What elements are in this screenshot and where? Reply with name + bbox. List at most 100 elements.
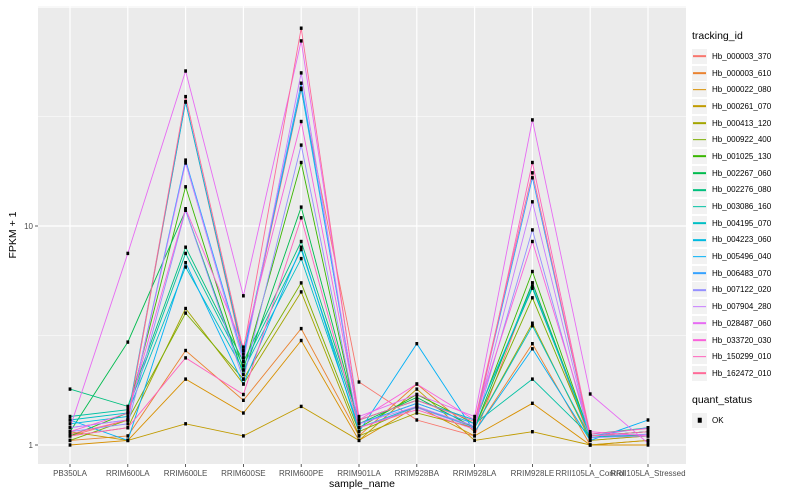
data-point — [184, 251, 187, 256]
data-point — [531, 430, 534, 434]
legend-item: Hb_002267_060 — [692, 165, 798, 182]
data-point — [126, 422, 130, 426]
data-point — [242, 345, 245, 349]
legend-item-label: Hb_002267_060 — [712, 168, 772, 178]
data-point — [588, 392, 592, 396]
data-point — [646, 418, 650, 422]
legend-item-label: OK — [712, 415, 724, 425]
data-point — [68, 422, 72, 426]
data-point — [357, 414, 361, 419]
point-marker-icon — [697, 417, 702, 423]
data-point — [184, 311, 187, 315]
data-point — [299, 81, 303, 85]
data-point — [126, 438, 130, 443]
data-point — [184, 265, 187, 269]
data-point — [415, 392, 419, 397]
legend-item: Hb_001025_130 — [692, 148, 798, 165]
legend-item-label: Hb_006483_070 — [712, 268, 772, 278]
data-point — [357, 438, 361, 443]
data-point — [588, 434, 592, 438]
legend-item-label: Hb_000022_080 — [712, 85, 772, 95]
line-swatch-icon — [693, 272, 706, 275]
legend-item: Hb_003086_160 — [692, 198, 798, 215]
line-swatch-icon — [693, 55, 706, 58]
legend-item: Hb_004195_070 — [692, 215, 798, 232]
legend-color-items: Hb_000003_370 Hb_000003_610 Hb_000022_080 H… — [692, 48, 798, 382]
legend-item-label: Hb_000003_610 — [712, 68, 772, 78]
data-point — [299, 239, 303, 244]
legend-key — [692, 282, 707, 298]
legend-item-label: Hb_000413_120 — [712, 118, 772, 128]
data-point — [184, 185, 187, 189]
data-point — [415, 395, 419, 400]
data-point — [184, 245, 187, 249]
data-point — [299, 247, 303, 252]
data-point — [299, 119, 303, 124]
legend-item-label: Hb_007904_280 — [712, 302, 772, 312]
x-tick-label: RRIM600LA — [106, 469, 150, 478]
data-point — [126, 411, 130, 415]
line-swatch-icon — [693, 189, 706, 191]
data-point — [531, 324, 534, 328]
data-point — [415, 401, 419, 405]
data-point — [473, 424, 476, 428]
line-swatch-icon — [693, 72, 706, 74]
data-point — [184, 100, 187, 104]
legend-item: Hb_005496_040 — [692, 248, 798, 265]
legend-item: Hb_004223_060 — [692, 232, 798, 249]
data-point — [242, 398, 245, 402]
x-tick-label: RRIM928LA — [453, 469, 497, 478]
line-swatch-icon — [693, 205, 706, 208]
legend-key — [692, 232, 707, 248]
data-point — [531, 118, 534, 122]
data-point — [646, 426, 650, 431]
data-point — [68, 443, 72, 447]
data-point — [299, 281, 303, 285]
legend-item: Hb_000003_610 — [692, 65, 798, 82]
data-point — [68, 438, 72, 443]
data-point — [242, 356, 245, 360]
legend-item-quant-ok: OK — [692, 412, 798, 429]
line-swatch-icon — [693, 88, 706, 91]
data-point — [242, 368, 245, 372]
legend-key — [692, 265, 707, 281]
data-point — [184, 306, 187, 311]
legend-item-label: Hb_000922_400 — [712, 135, 772, 145]
data-point — [415, 418, 419, 422]
data-point — [184, 348, 187, 353]
legend: tracking_id Hb_000003_370 Hb_000003_610 Hb… — [692, 30, 798, 428]
legend-item: Hb_150299_010 — [692, 348, 798, 365]
data-point — [473, 419, 476, 424]
data-point — [126, 426, 130, 430]
data-point — [299, 71, 303, 75]
data-point — [299, 290, 303, 294]
data-point — [299, 404, 303, 409]
legend-item: Hb_000261_070 — [692, 98, 798, 115]
legend-key — [692, 199, 707, 215]
data-point — [242, 348, 245, 353]
legend-key — [692, 315, 707, 331]
legend-shape-title: quant_status — [692, 393, 753, 406]
legend-item: Hb_000003_370 — [692, 48, 798, 65]
legend-item-label: Hb_001025_130 — [712, 151, 772, 161]
data-point — [531, 296, 534, 300]
legend-key — [692, 115, 707, 131]
line-swatch-icon — [693, 339, 706, 341]
data-point — [473, 414, 476, 419]
legend-key — [692, 182, 707, 198]
x-tick-label: RRIM600PE — [279, 469, 323, 478]
legend-key — [692, 215, 707, 231]
data-point — [242, 377, 245, 381]
data-point — [357, 430, 361, 434]
x-tick-label: RRIM600LE — [164, 469, 208, 478]
data-point — [242, 364, 245, 368]
data-point — [531, 286, 534, 290]
legend-item-label: Hb_000261_070 — [712, 101, 772, 111]
data-point — [242, 352, 245, 356]
legend-item: Hb_033720_030 — [692, 332, 798, 349]
line-swatch-icon — [693, 289, 706, 291]
data-point — [357, 434, 361, 438]
data-point — [299, 326, 303, 331]
legend-key — [692, 132, 707, 148]
